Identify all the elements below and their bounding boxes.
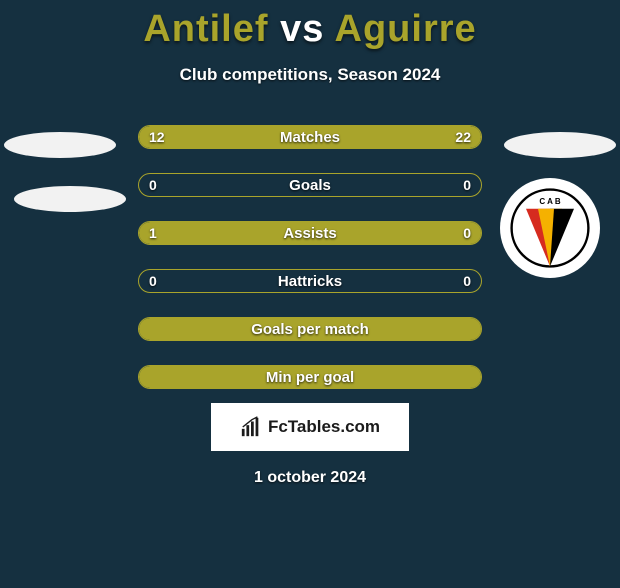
stat-row: Min per goal <box>138 365 482 389</box>
player1-club-placeholder <box>14 186 126 212</box>
stat-label: Hattricks <box>139 273 481 290</box>
stat-row: Hattricks0 0 <box>138 269 482 293</box>
stat-value-right: 0 <box>463 225 471 241</box>
stat-value-left: 0 <box>149 273 157 289</box>
player1-avatar-placeholder <box>4 132 116 158</box>
stat-label: Goals <box>139 177 481 194</box>
stat-value-right: 22 <box>455 129 471 145</box>
svg-text:C A B: C A B <box>539 197 560 206</box>
stat-row: Assists1 0 <box>138 221 482 245</box>
stat-value-left: 0 <box>149 177 157 193</box>
stat-value-right: 0 <box>463 273 471 289</box>
stat-label: Assists <box>139 225 481 242</box>
subtitle: Club competitions, Season 2024 <box>0 65 620 85</box>
player2-avatar-placeholder <box>504 132 616 158</box>
stat-label: Goals per match <box>139 321 481 338</box>
player2-name: Aguirre <box>335 8 477 50</box>
stat-row: Goals0 0 <box>138 173 482 197</box>
club-badge-icon: C A B <box>510 188 590 268</box>
vs-text: vs <box>280 8 324 50</box>
stat-row: Matches12 22 <box>138 125 482 149</box>
brand-badge: FcTables.com <box>211 403 409 451</box>
stat-value-left: 12 <box>149 129 165 145</box>
stat-value-left: 1 <box>149 225 157 241</box>
stat-label: Matches <box>139 129 481 146</box>
player2-club-badge: C A B <box>500 178 600 278</box>
brand-text: FcTables.com <box>268 417 380 437</box>
player1-name: Antilef <box>143 8 268 50</box>
stat-value-right: 0 <box>463 177 471 193</box>
stat-row: Goals per match <box>138 317 482 341</box>
brand-logo-icon <box>240 416 262 438</box>
page-title: Antilef vs Aguirre <box>0 8 620 51</box>
footer-date: 1 october 2024 <box>0 469 620 487</box>
stat-label: Min per goal <box>139 369 481 386</box>
